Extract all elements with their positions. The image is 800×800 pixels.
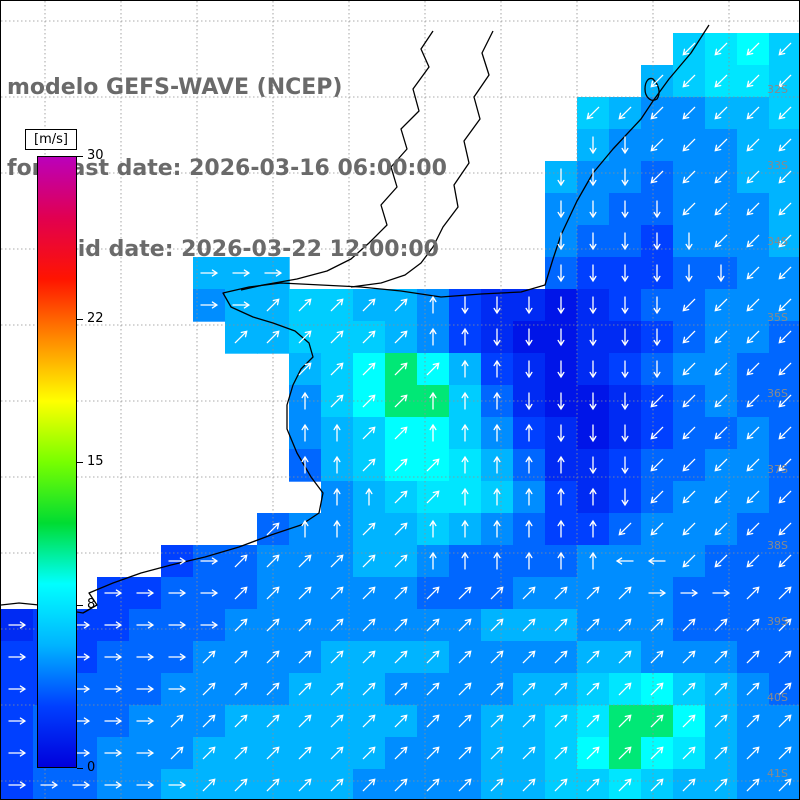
wind-arrows [8, 42, 792, 792]
lat-grid-label: 39S [767, 615, 788, 628]
valid-date-label: valid date: 2026-03-22 12:00:00 [41, 237, 439, 262]
colorbar-tick-label: 22 [77, 311, 104, 327]
lat-labels: 32S 33S 34S 35S 36S 37S 38S 39S 40S 41S [767, 83, 788, 780]
lat-grid-label: 41S [767, 767, 788, 780]
colorbar-tick-label: 8 [76, 596, 96, 612]
figure-titles: modelo GEFS-WAVE (NCEP) forecast date: 2… [7, 20, 447, 317]
colorbar-tick-labels: 0 8 15 22 30 [76, 148, 123, 775]
lat-grid-label: 34S [767, 235, 788, 248]
lat-grid-label: 38S [767, 539, 788, 552]
colorbar-tick-label: 30 [77, 148, 104, 163]
lat-grid-label: 40S [767, 691, 788, 704]
lat-grid-label: 36S [767, 387, 788, 400]
colorbar-gradient [37, 156, 77, 768]
lat-grid-label: 37S [767, 463, 788, 476]
colorbar-tick-label: 0 [76, 760, 96, 775]
heatmap-cells [1, 33, 799, 799]
coastline [1, 24, 710, 614]
lat-grid-label: 33S [767, 159, 788, 172]
lat-grid-label: 32S [767, 83, 788, 96]
colorbar-unit-label: [m/s] [25, 129, 77, 150]
lat-grid-label: 35S [767, 311, 788, 324]
model-title: modelo GEFS-WAVE (NCEP) [7, 75, 343, 100]
colorbar-tick-label: 15 [77, 454, 104, 469]
